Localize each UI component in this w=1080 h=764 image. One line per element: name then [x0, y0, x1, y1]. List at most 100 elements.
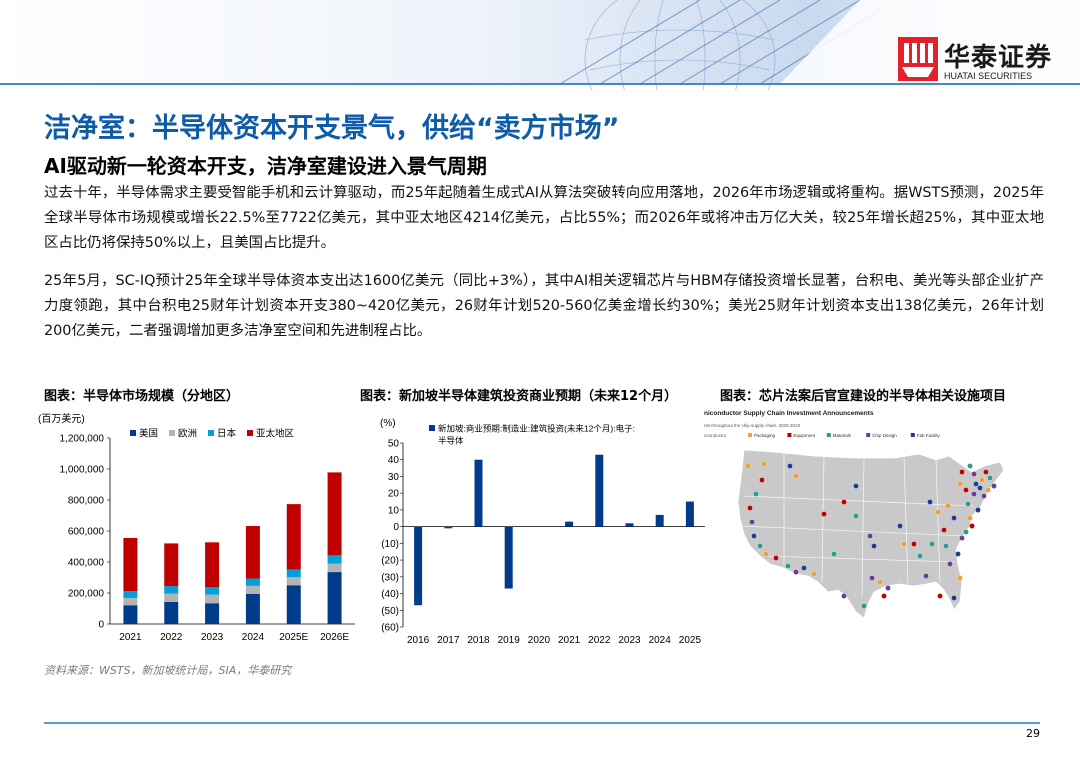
- chart1-xtick-label: 2021: [119, 632, 142, 643]
- facility-dot: [959, 469, 965, 475]
- chart2-xtick-label: 2021: [558, 635, 581, 646]
- facility-dot: [957, 481, 963, 487]
- map-legend-label: Materials: [833, 433, 852, 438]
- facility-dot: [981, 493, 987, 499]
- chart2-ytick-label: 20: [388, 489, 400, 500]
- chart2-ytick-label: (60): [381, 623, 399, 634]
- chart1-legend-swatch: [130, 430, 136, 436]
- chart1-bar-segment: [245, 585, 260, 594]
- chart1-ytick-label: 200,000: [68, 589, 105, 600]
- map-legend-swatch: [826, 433, 831, 437]
- chart2-xtick-label: 2018: [467, 635, 490, 646]
- chart1-bar-segment: [327, 563, 342, 573]
- chart1-bar-segment: [205, 603, 220, 624]
- figure-1-title: 图表：半导体市场规模（分地区）: [44, 389, 240, 404]
- huatai-logo-mark-icon: [898, 37, 938, 81]
- chart2-axes: 50 40 30 20 10 0 (10) (20) (30) (40) (50) (60) 2016 2…: [381, 439, 705, 646]
- body-paragraph-2: 25年5月，SC-IQ预计25年全球半导体资本支出达1600亿美元（同比+3%）…: [44, 273, 1044, 339]
- facility-dot: [751, 533, 757, 539]
- facility-dot: [853, 513, 859, 519]
- chart1-bar-segment: [327, 555, 342, 564]
- chart1-unit-label: (百万美元): [38, 412, 85, 425]
- facility-dot: [923, 573, 929, 579]
- page-number: 29: [1026, 727, 1040, 740]
- singapore-construction-expectation-chart: (%) 新加坡:商业预期:制造业:建筑投资(未来12个月):电子:半导体 50 4…: [380, 418, 705, 646]
- facility-dot: [959, 535, 965, 541]
- facility-dot: [937, 593, 943, 599]
- facility-dot: [853, 483, 859, 489]
- facility-dot: [773, 555, 779, 561]
- facility-dot: [747, 505, 753, 511]
- map-legend-label: Equipment: [793, 433, 815, 438]
- logo-english-name: HUATAI SECURITIES: [944, 71, 1033, 81]
- facility-dot: [787, 463, 793, 469]
- chart1-bar-segment: [123, 537, 138, 592]
- chart1-xtick-label: 2023: [201, 632, 224, 643]
- chart2-xtick-label: 2016: [407, 635, 430, 646]
- chart2-ytick-label: 30: [388, 472, 400, 483]
- map-legend-lead: nconductor: [704, 433, 727, 438]
- facility-dot: [977, 485, 983, 491]
- chart2-bar: [565, 521, 574, 527]
- chart1-bar-segment: [123, 591, 138, 598]
- facility-dot: [975, 507, 981, 513]
- facility-dot: [971, 491, 977, 497]
- facility-dot: [951, 595, 957, 601]
- facility-dot: [965, 501, 971, 507]
- facility-dot: [885, 585, 891, 591]
- chart1-bar-segment: [286, 585, 301, 624]
- chart2-bar: [504, 526, 513, 589]
- chart1-bar-segment: [205, 542, 220, 588]
- chart1-ytick-label: 800,000: [68, 496, 105, 507]
- chart1-ytick-label: 1,200,000: [60, 434, 105, 445]
- chart2-bar: [444, 526, 453, 529]
- chart2-xtick-label: 2019: [498, 635, 521, 646]
- facility-dot: [945, 503, 951, 509]
- chart2-bar: [685, 501, 694, 527]
- map-legend-label: Fab Facility: [917, 433, 941, 438]
- facility-dot: [985, 487, 991, 493]
- chart1-bar-segment: [123, 597, 138, 606]
- facility-dot: [943, 543, 949, 549]
- chart2-unit-label: (%): [380, 418, 396, 429]
- chart2-legend: 新加坡:商业预期:制造业:建筑投资(未来12个月):电子:半导体: [429, 424, 635, 446]
- facility-dot: [973, 481, 979, 487]
- facility-dot: [869, 575, 875, 581]
- facility-dot: [955, 551, 961, 557]
- facility-dot: [935, 509, 941, 515]
- chart1-bar-segment: [164, 593, 179, 602]
- facility-dot: [811, 571, 817, 577]
- chart2-ytick-label: (30): [381, 572, 399, 583]
- facility-dot: [757, 543, 763, 549]
- map-legend-label: Chip Design: [872, 433, 897, 438]
- semiconductor-market-size-chart: (百万美元) 美国 欧洲 日本 亚太地区 0 200,000 400,000 600,000…: [38, 412, 355, 643]
- chart1-bar-segment: [286, 569, 301, 578]
- map-legend-swatch: [748, 433, 752, 437]
- chart1-legend-swatch: [247, 430, 253, 436]
- facility-dot: [927, 499, 933, 505]
- facility-dot: [983, 469, 989, 475]
- facility-dot: [745, 463, 751, 469]
- facility-dot: [917, 553, 923, 559]
- chart1-bar-segment: [205, 587, 220, 595]
- map-legend-label: Packaging: [754, 433, 776, 438]
- chart2-bars: [414, 454, 694, 606]
- chart2-xtick-label: 2025: [679, 635, 702, 646]
- chart1-bars: [123, 472, 342, 624]
- facility-dot: [967, 515, 973, 521]
- body-paragraph-1: 过去十年，半导体需求主要受智能手机和云计算驱动，而25年起随着生成式AI从算法突…: [44, 185, 1044, 251]
- chart1-bar-segment: [205, 594, 220, 604]
- facility-dot: [761, 461, 767, 467]
- chart1-ytick-label: 0: [98, 620, 104, 631]
- chart1-legend-label: 日本: [217, 428, 237, 440]
- chart1-bar-segment: [164, 601, 179, 624]
- facility-dot: [987, 475, 993, 481]
- chart2-legend-swatch: [429, 425, 435, 431]
- facility-dot: [979, 477, 985, 483]
- chart1-bar-segment: [286, 577, 301, 586]
- chart1-bar-segment: [164, 543, 179, 587]
- map-legend-swatch: [787, 433, 792, 437]
- chart2-bar: [655, 514, 664, 527]
- chart1-bar-segment: [327, 472, 342, 556]
- chart1-legend: 美国 欧洲 日本 亚太地区: [130, 428, 295, 440]
